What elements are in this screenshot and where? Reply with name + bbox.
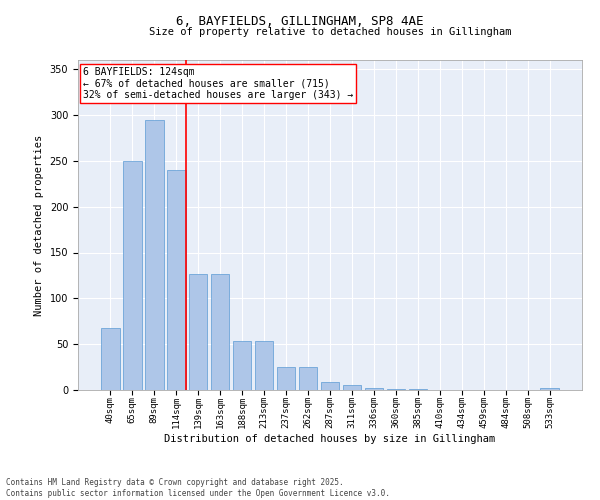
- Bar: [365, 388, 383, 390]
- Text: Contains HM Land Registry data © Crown copyright and database right 2025.
Contai: Contains HM Land Registry data © Crown c…: [6, 478, 390, 498]
- Bar: [101, 328, 119, 390]
- Bar: [123, 161, 142, 390]
- Bar: [299, 367, 317, 390]
- Text: 6, BAYFIELDS, GILLINGHAM, SP8 4AE: 6, BAYFIELDS, GILLINGHAM, SP8 4AE: [176, 15, 424, 28]
- Bar: [145, 120, 164, 390]
- Bar: [386, 389, 405, 390]
- Bar: [277, 367, 295, 390]
- Title: Size of property relative to detached houses in Gillingham: Size of property relative to detached ho…: [149, 27, 511, 37]
- Bar: [167, 170, 185, 390]
- Bar: [343, 386, 361, 390]
- Bar: [211, 274, 229, 390]
- Bar: [255, 342, 274, 390]
- Bar: [541, 388, 559, 390]
- Bar: [233, 342, 251, 390]
- Bar: [320, 382, 340, 390]
- Bar: [409, 389, 427, 390]
- Text: 6 BAYFIELDS: 124sqm
← 67% of detached houses are smaller (715)
32% of semi-detac: 6 BAYFIELDS: 124sqm ← 67% of detached ho…: [83, 66, 353, 100]
- Y-axis label: Number of detached properties: Number of detached properties: [34, 134, 44, 316]
- Bar: [189, 274, 208, 390]
- X-axis label: Distribution of detached houses by size in Gillingham: Distribution of detached houses by size …: [164, 434, 496, 444]
